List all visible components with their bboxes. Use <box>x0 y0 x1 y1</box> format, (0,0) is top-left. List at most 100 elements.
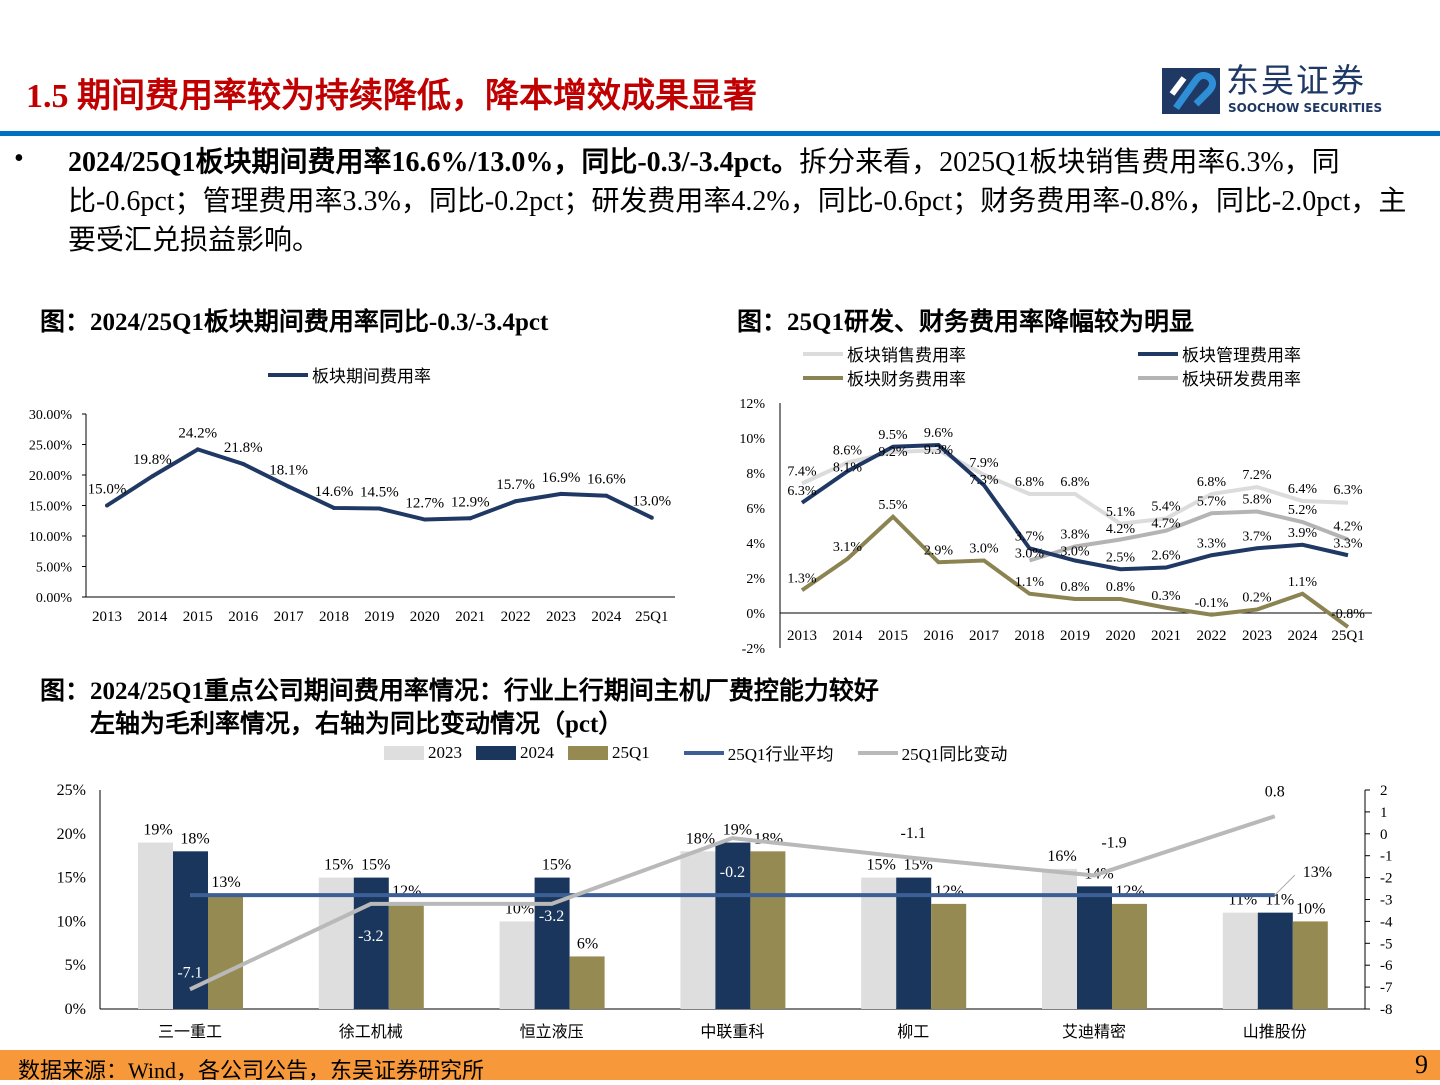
chart1-x-tick: 2023 <box>546 609 576 625</box>
chart3-bar-label: 15% <box>361 857 390 874</box>
chart2-data-label: 2.6% <box>1151 549 1181 564</box>
chart3-x-tick: 柳工 <box>897 1023 929 1041</box>
chart1-x-tick: 2021 <box>455 609 485 625</box>
chart1-x-tick: 2014 <box>137 609 168 625</box>
chart3-yoy-label: -3.2 <box>539 908 564 925</box>
chart3-average-label: 13% <box>1303 864 1332 881</box>
chart2-data-label: 5.1% <box>1106 505 1136 520</box>
legend-label: 板块期间费用率 <box>312 367 431 386</box>
chart1-data-label: 12.9% <box>451 494 490 510</box>
page-number: 9 <box>1415 1050 1428 1079</box>
chart2-y-tick: -2% <box>742 642 766 657</box>
chart2-data-label: 3.0% <box>969 542 999 557</box>
chart3-average-leader <box>1274 874 1296 896</box>
chart1-data-label: 16.9% <box>542 470 581 486</box>
chart1-y-tick: 10.00% <box>29 530 73 545</box>
chart2-x-tick: 2023 <box>1242 628 1272 644</box>
chart3-bar-2023 <box>1222 912 1258 1009</box>
chart3-bar-label: 6% <box>577 935 598 952</box>
chart2-x-tick: 2020 <box>1106 628 1136 644</box>
chart1-data-point <box>286 484 291 489</box>
chart1-data-point <box>604 493 609 498</box>
chart1-x-tick: 2017 <box>274 609 305 625</box>
chart3-bar-label: 12% <box>935 883 964 900</box>
chart1-y-tick: 0.00% <box>36 591 73 606</box>
chart1-y-tick: 30.00% <box>29 408 73 423</box>
chart1-data-label: 12.7% <box>405 496 444 512</box>
chart3-bar-25Q1 <box>931 903 967 1009</box>
chart3-bar-2024 <box>1077 886 1112 1009</box>
chart2-data-label: 0.3% <box>1151 589 1181 604</box>
logo-text-cn: 东吴证券 <box>1226 61 1366 100</box>
summary-paragraph: 2024/25Q1板块期间费用率16.6%/13.0%，同比-0.3/-3.4p… <box>68 143 1408 260</box>
chart1-data-label: 16.6% <box>587 472 626 488</box>
chart2-data-label: 9.3% <box>924 443 954 458</box>
legend-label: 板块研发费用率 <box>1182 370 1301 389</box>
chart3-bar-label: 12% <box>392 883 421 900</box>
chart3-right-tick: -5 <box>1380 936 1393 952</box>
chart3-legend: 2023 2024 25Q1 25Q1行业平均 25Q1同比变动 <box>384 740 1007 765</box>
footer-bar <box>0 1050 1440 1080</box>
chart1-y-tick: 20.00% <box>29 469 73 484</box>
chart2-series-line <box>1028 509 1349 563</box>
chart2-legend-sales: 板块销售费用率 <box>803 341 966 366</box>
chart1-data-point <box>513 499 518 504</box>
chart2-legend-finance: 板块财务费用率 <box>803 365 966 390</box>
chart3-yoy-change-line <box>189 814 1276 992</box>
chart3-right-tick: -6 <box>1380 958 1393 974</box>
chart3-right-tick: -4 <box>1380 914 1393 930</box>
chart1-data-point <box>150 474 155 479</box>
chart3-left-tick: 25% <box>57 782 86 799</box>
chart3-bar-label: 13% <box>211 874 240 891</box>
chart2-data-label: 9.5% <box>878 428 908 443</box>
chart3-yoy-label: -7.1 <box>177 964 202 981</box>
chart1-x-tick: 2022 <box>501 609 531 625</box>
chart2-data-label: 4.7% <box>1151 517 1181 532</box>
chart1-data-point <box>241 462 246 467</box>
chart2-x-tick: 2021 <box>1151 628 1181 644</box>
chart3-left-tick: 5% <box>65 957 86 974</box>
chart2-data-label: 6.8% <box>1015 475 1045 490</box>
chart2-x-tick: 2013 <box>787 628 817 644</box>
chart3-yoy-label: 0.8 <box>1265 783 1285 800</box>
chart2-data-label: 5.4% <box>1151 500 1181 515</box>
chart1-x-tick: 2015 <box>183 609 213 625</box>
chart3-bar-label: 18% <box>180 830 209 847</box>
chart3-x-tick: 艾迪精密 <box>1062 1023 1126 1041</box>
chart2-data-label: 2.9% <box>924 543 954 558</box>
chart1-x-tick: 2019 <box>364 609 394 625</box>
chart3-bar-2023 <box>318 877 354 1009</box>
chart3-bar-label: 19% <box>143 822 172 839</box>
chart3-subtitle: 左轴为毛利率情况，右轴为同比变动情况（pct） <box>90 711 624 738</box>
chart3-right-tick: -1 <box>1380 849 1393 865</box>
chart3-bar-25Q1 <box>1112 903 1147 1009</box>
chart2-data-label: 5.7% <box>1197 494 1227 509</box>
chart2-data-label: 3.9% <box>1288 526 1318 541</box>
chart2-data-label: 5.8% <box>1242 493 1272 508</box>
chart3-left-tick: 20% <box>57 826 86 843</box>
legend-label: 板块财务费用率 <box>847 370 966 389</box>
chart1-x-tick: 2013 <box>92 609 122 625</box>
chart2-x-tick: 2014 <box>833 628 864 644</box>
legend-label: 板块销售费用率 <box>847 346 966 365</box>
chart3-bar-2023 <box>680 851 716 1009</box>
chart3-bar-label: 15% <box>867 857 896 874</box>
chart2-data-label: 7.2% <box>1242 468 1272 483</box>
chart2-x-tick: 2022 <box>1197 628 1227 644</box>
chart1-data-point <box>649 515 654 520</box>
legend-label: 板块管理费用率 <box>1182 346 1301 365</box>
chart3-x-tick: 山推股份 <box>1243 1023 1307 1041</box>
chart1-data-point <box>468 516 473 521</box>
chart1-data-point <box>105 503 109 508</box>
chart1-data-point <box>377 506 382 511</box>
chart2-y-tick: 10% <box>739 432 765 447</box>
chart2-x-tick: 2024 <box>1288 628 1319 644</box>
chart2-series-line <box>801 448 1349 526</box>
chart2-data-label: 7.9% <box>969 456 999 471</box>
chart2-data-label: 6.4% <box>1288 482 1318 497</box>
chart3-bar-label: 12% <box>1115 883 1144 900</box>
chart1-x-tick: 2016 <box>228 609 259 625</box>
chart2-data-label: 1.1% <box>1015 575 1045 590</box>
chart3-right-tick: 0 <box>1380 827 1388 843</box>
chart2-data-label: 3.7% <box>1015 529 1045 544</box>
